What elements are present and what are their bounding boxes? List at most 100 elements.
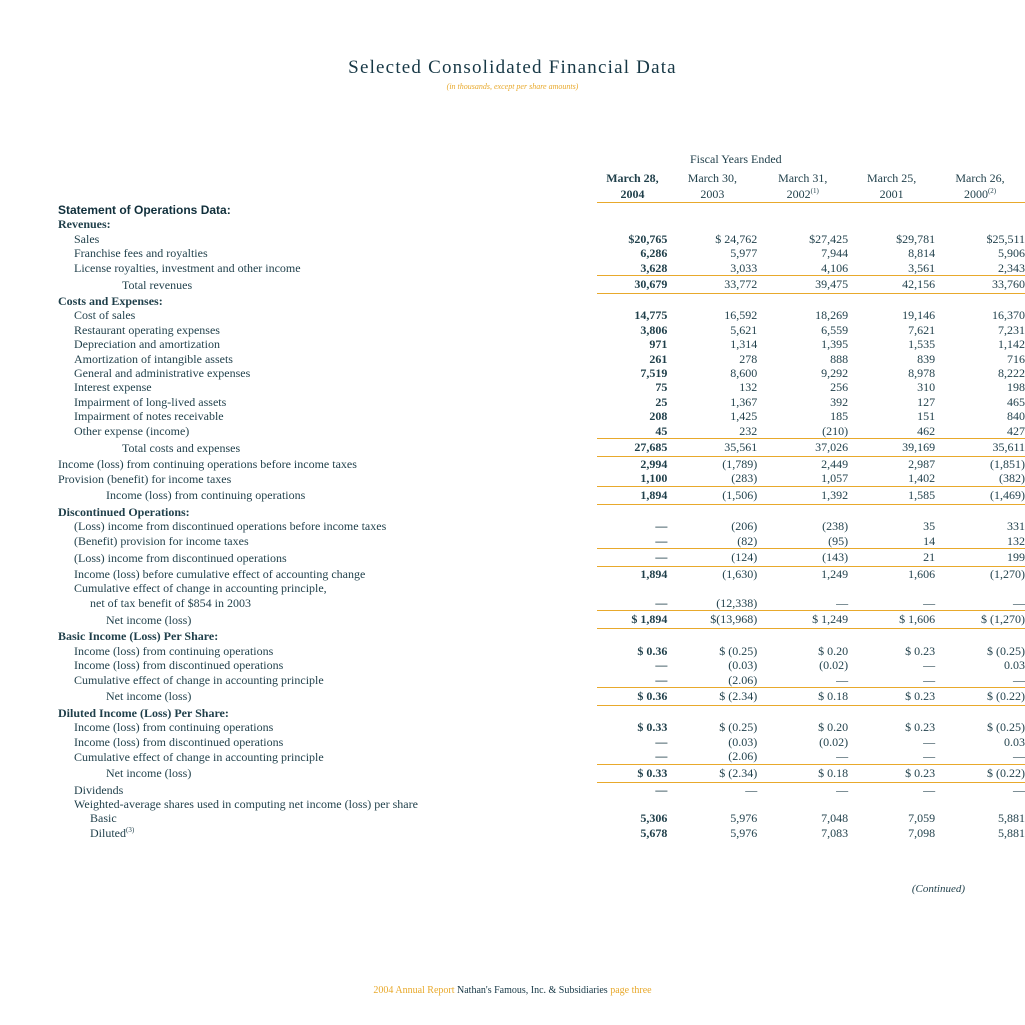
value-cell	[667, 217, 757, 231]
row-label: Income (loss) from continuing operations	[58, 486, 597, 504]
fiscal-years-label: Fiscal Years Ended	[690, 152, 782, 166]
value-cell: 462	[917, 423, 936, 438]
row-label: Sales	[58, 232, 597, 246]
table-row: Franchise fees and royalties 6,286 5,977 7,…	[58, 246, 1025, 260]
value-cell: $ (0.25)	[987, 720, 1025, 735]
value-cell	[757, 294, 848, 309]
value-cell: —	[1013, 595, 1025, 610]
value-cell: 8,222	[998, 366, 1025, 381]
value-cell: —	[1013, 782, 1025, 797]
value-cell: $ 0.23	[848, 763, 936, 783]
value-cell: (82)	[737, 533, 758, 548]
value-cell: $ 0.20	[818, 720, 849, 735]
value-cell: 839	[917, 351, 936, 366]
table-row: Impairment of long-lived assets 25 1,367 39…	[58, 395, 1025, 409]
row-label: Costs and Expenses:	[58, 294, 597, 309]
row-label: Impairment of long-lived assets	[58, 395, 597, 409]
value-cell: 151	[917, 409, 936, 424]
value-cell: 7,083	[821, 825, 849, 840]
page-subtitle: (in thousands, except per share amounts)	[446, 82, 579, 91]
row-label: Other expense (income)	[58, 424, 597, 439]
subsection-heading: Discontinued Operations:	[58, 504, 1025, 519]
value-cell: (143)	[757, 548, 849, 568]
row-label-text: Provision (benefit) for income taxes	[58, 471, 232, 486]
value-cell: $ 0.23	[905, 643, 936, 658]
value-cell: 132	[1007, 533, 1025, 548]
value-cell: —	[923, 734, 936, 749]
value-cell: $ 0.23	[905, 720, 936, 735]
value-cell: $(13,968)	[667, 610, 758, 630]
footer-report-label: 2004 Annual Report	[373, 985, 455, 996]
value-cell: 1,894	[640, 567, 668, 582]
value-cell: (124)	[667, 548, 758, 568]
value-cell: —	[655, 519, 668, 534]
value-cell: —	[655, 595, 668, 610]
value-cell	[597, 294, 667, 309]
row-label: Cumulative effect of change in accountin…	[58, 581, 597, 595]
table-row: Impairment of notes receivable 208 1,425 18…	[58, 409, 1025, 423]
value-cell: (382)	[999, 471, 1025, 486]
value-cell	[597, 797, 667, 811]
col-header-0-line2: 2004	[597, 186, 668, 203]
value-cell: $ 0.36	[637, 643, 668, 658]
value-cell: $ 0.23	[848, 686, 936, 706]
row-label-text: Interest expense	[74, 380, 152, 395]
row-label-text: License royalties, investment and other …	[74, 261, 301, 276]
value-cell: 1,314	[730, 337, 758, 352]
table-row: License royalties, investment and other …	[58, 261, 1025, 276]
row-label-text: Income (loss) from discontinued operatio…	[74, 658, 284, 673]
subsection-heading: Diluted Income (Loss) Per Share:	[58, 705, 1025, 720]
table-row: Provision (benefit) for income taxes 1,10…	[58, 471, 1025, 486]
value-cell: (1,630)	[722, 567, 758, 582]
row-label-text: Depreciation and amortization	[74, 337, 220, 352]
row-label-text: Amortization of intangible assets	[74, 351, 233, 366]
value-cell	[848, 294, 935, 309]
value-cell	[848, 629, 935, 644]
value-cell: 1,585	[848, 485, 936, 505]
total-row: Net income (loss) $ 0.36 $ (2.34) $ 0.18 $ 0…	[58, 686, 1025, 706]
value-cell: $25,511	[986, 231, 1025, 246]
value-cell	[667, 294, 757, 309]
value-cell: 19,146	[902, 308, 936, 323]
value-cell: 7,059	[908, 811, 936, 826]
table-row: Restaurant operating expenses 3,806 5,621 6…	[58, 323, 1025, 337]
value-cell: 16,592	[724, 308, 758, 323]
value-cell: 75	[655, 380, 668, 395]
subsection-heading: Basic Income (Loss) Per Share:	[58, 629, 1025, 644]
value-cell: 716	[1007, 351, 1025, 366]
value-cell: 971	[649, 337, 668, 352]
value-cell: 0.03	[1004, 734, 1025, 749]
total-row: Total costs and expenses 27,685 35,561 37,0…	[58, 438, 1025, 458]
value-cell: 27,685	[597, 438, 668, 458]
row-label: Amortization of intangible assets	[58, 352, 597, 366]
row-label: Total revenues	[58, 276, 597, 294]
table-row: (Loss) income from discontinued operatio…	[58, 519, 1025, 533]
value-cell: (1,506)	[667, 485, 758, 505]
value-cell: —	[836, 595, 849, 610]
table-row: Diluted(3) 5,678 5,976 7,083 7,098 5,881	[58, 826, 1025, 840]
value-cell: 33,760	[935, 275, 1025, 295]
value-cell: 35	[923, 519, 936, 534]
value-cell: 5,678	[640, 825, 668, 840]
value-cell: 5,881	[998, 811, 1025, 826]
row-label-text: Income (loss) from continuing operations	[74, 643, 274, 658]
value-cell: 1,894	[597, 485, 668, 505]
value-cell: —	[1013, 672, 1025, 687]
col-header-1-line2: 2003	[667, 186, 758, 203]
value-cell: $ (0.22)	[935, 763, 1025, 783]
value-cell: (1,789)	[722, 457, 758, 472]
value-cell: (0.03)	[728, 734, 758, 749]
value-cell: 14	[923, 533, 936, 548]
value-cell: (2.06)	[728, 672, 758, 687]
value-cell: —	[655, 658, 668, 673]
value-cell: 39,475	[757, 275, 849, 295]
row-label: License royalties, investment and other …	[58, 261, 597, 276]
row-label-text: Cumulative effect of change in accountin…	[74, 749, 324, 764]
value-cell: 199	[935, 548, 1025, 568]
table-row: Basic 5,306 5,976 7,048 7,059 5,881	[58, 811, 1025, 825]
total-row: (Loss) income from discontinued operatio…	[58, 548, 1025, 568]
subsection-heading: Revenues:	[58, 217, 1025, 231]
row-label: Diluted Income (Loss) Per Share:	[58, 705, 597, 720]
value-cell: $ 0.20	[818, 643, 849, 658]
value-cell: 198	[1007, 380, 1025, 395]
